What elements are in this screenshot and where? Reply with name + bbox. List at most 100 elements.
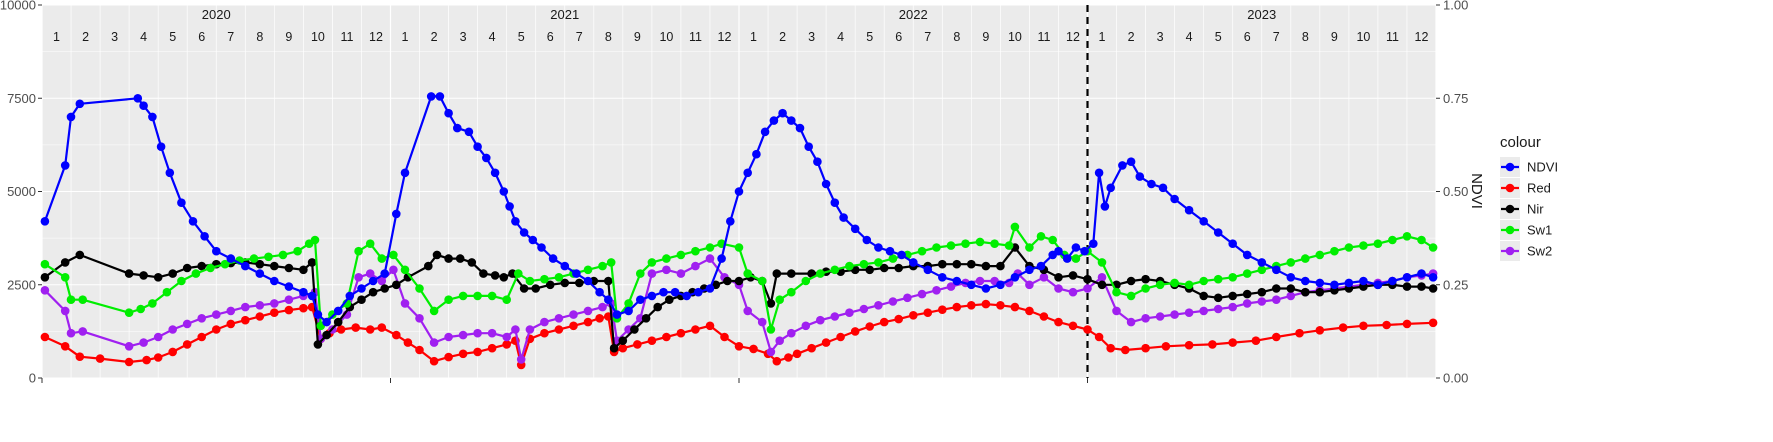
data-point: [775, 336, 784, 346]
data-point: [816, 315, 825, 325]
data-point: [1272, 332, 1281, 342]
data-point: [554, 314, 564, 323]
data-point: [545, 280, 555, 290]
data-point: [967, 259, 976, 269]
data-point: [1126, 157, 1136, 166]
data-point: [1118, 161, 1127, 170]
month-label: 8: [953, 30, 960, 44]
data-point: [981, 284, 991, 293]
data-point: [188, 217, 198, 226]
data-point: [444, 254, 453, 263]
data-point: [505, 202, 514, 211]
data-point: [766, 347, 776, 357]
data-point: [1170, 278, 1179, 288]
data-point: [255, 259, 265, 269]
data-point: [540, 328, 549, 338]
data-point: [148, 112, 157, 122]
data-point: [946, 241, 956, 250]
data-point: [1083, 274, 1092, 284]
data-point: [75, 99, 85, 109]
data-point: [1402, 282, 1412, 291]
data-point: [78, 295, 87, 305]
month-label: 2: [1128, 30, 1135, 44]
data-point: [429, 356, 439, 366]
data-point: [1257, 287, 1267, 297]
month-label: 2: [779, 30, 786, 44]
data-point: [990, 239, 999, 248]
y-left-tick-label: 0: [29, 371, 36, 386]
data-point: [996, 261, 1005, 271]
data-point: [975, 237, 985, 247]
data-point: [821, 338, 831, 347]
data-point: [1228, 291, 1237, 301]
data-point: [473, 347, 482, 357]
data-point: [389, 265, 398, 275]
data-point: [897, 250, 906, 260]
data-point: [368, 287, 378, 297]
data-point: [458, 330, 468, 340]
legend-item-ndvi: NDVI: [1500, 157, 1558, 177]
data-point: [444, 295, 453, 305]
data-point: [1094, 168, 1104, 178]
data-point: [967, 280, 976, 290]
data-point: [403, 338, 413, 347]
month-label: 12: [369, 30, 383, 44]
data-point: [1106, 183, 1115, 193]
data-point: [1272, 284, 1281, 293]
data-point: [909, 311, 918, 320]
data-point: [830, 265, 840, 275]
data-point: [212, 310, 221, 319]
data-point: [1359, 321, 1368, 331]
data-point: [1161, 342, 1171, 351]
data-point: [153, 353, 163, 362]
data-point: [1388, 276, 1397, 286]
data-point: [40, 286, 50, 295]
data-point: [560, 261, 570, 271]
data-point: [226, 254, 236, 263]
data-point: [894, 263, 903, 273]
data-point: [1036, 261, 1046, 271]
data-point: [1242, 289, 1252, 299]
data-point: [720, 332, 729, 342]
data-point: [40, 273, 50, 282]
data-point: [850, 327, 860, 336]
data-point: [653, 302, 662, 312]
data-point: [865, 265, 874, 275]
data-point: [769, 116, 779, 125]
data-point: [490, 168, 500, 178]
data-point: [1359, 241, 1368, 250]
data-point: [1242, 269, 1252, 278]
data-point: [255, 312, 265, 321]
data-point: [839, 213, 848, 222]
data-point: [197, 332, 206, 342]
data-point: [961, 239, 970, 248]
month-label: 5: [1215, 30, 1222, 44]
y-left-tick-label: 2500: [7, 277, 36, 292]
data-point: [142, 355, 151, 365]
data-point: [124, 342, 134, 351]
data-point: [1184, 308, 1194, 318]
data-point: [1112, 287, 1121, 297]
data-point: [299, 303, 308, 313]
data-point: [894, 314, 903, 324]
data-point: [734, 187, 744, 196]
y-axis-right: 0.00 0.25 0.50 0.75 1.00: [1436, 0, 1468, 386]
year-label: 2021: [550, 7, 579, 22]
legend-key-point: [1505, 246, 1515, 256]
data-point: [1251, 336, 1261, 346]
data-point: [816, 269, 825, 278]
data-point: [1068, 321, 1078, 331]
data-point: [75, 352, 85, 362]
data-point: [1402, 273, 1412, 282]
data-point: [182, 319, 192, 329]
data-point: [153, 332, 163, 342]
data-point: [734, 342, 744, 351]
data-point: [1184, 340, 1194, 350]
data-point: [830, 198, 840, 207]
data-point: [723, 276, 732, 286]
data-point: [726, 217, 735, 226]
month-label: 11: [1386, 30, 1399, 44]
data-point: [845, 261, 854, 271]
month-label: 10: [1356, 30, 1370, 44]
